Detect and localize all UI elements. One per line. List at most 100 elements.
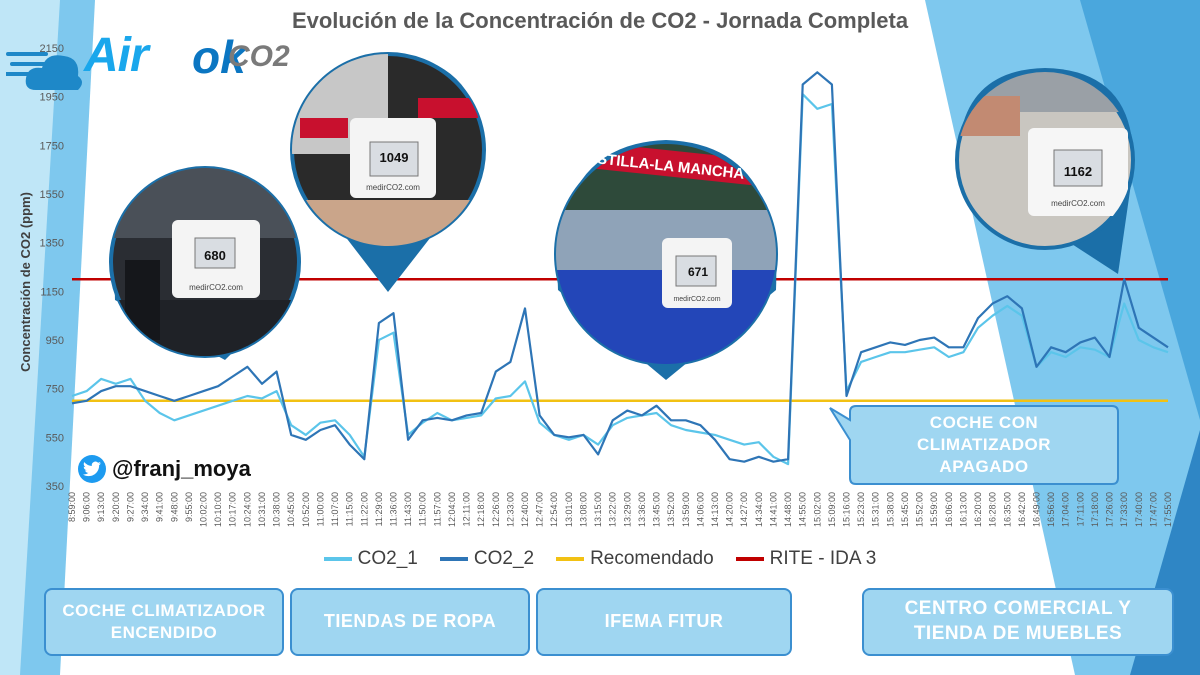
x-tick-label: 13:59:00 xyxy=(681,492,691,527)
annotation-label: COCHE CLIMATIZADOR ENCENDIDO xyxy=(62,600,266,642)
x-axis-ticks: 8:59:00 9:06:00 9:13:00 9:20:00 9:27:00 9:34:… xyxy=(67,492,1173,527)
x-tick-label: 11:29:00 xyxy=(374,492,384,526)
x-tick-label: 12:40:00 xyxy=(520,492,530,527)
x-tick-label: 10:52:00 xyxy=(301,492,311,527)
x-tick-label: 16:35:00 xyxy=(1002,492,1012,527)
x-tick-label: 17:11:00 xyxy=(1075,492,1085,526)
x-tick-label: 11:50:00 xyxy=(418,492,428,526)
x-tick-label: 15:31:00 xyxy=(871,492,881,527)
x-tick-label: 15:45:00 xyxy=(900,492,910,527)
x-tick-label: 16:13:00 xyxy=(958,492,968,527)
clothing-site-label: medirCO2.com xyxy=(366,183,420,192)
legend-label: CO2_1 xyxy=(357,548,418,569)
annotation-clothing-stores: TIENDAS DE ROPA xyxy=(290,588,530,656)
furniture-store-photo: 1162 medirCO2.com xyxy=(955,68,1135,274)
x-tick-label: 11:15:00 xyxy=(345,492,355,526)
x-tick-label: 9:55:00 xyxy=(184,492,194,522)
car-site-label: medirCO2.com xyxy=(189,283,243,292)
x-tick-label: 9:34:00 xyxy=(140,492,150,522)
x-tick-label: 17:55:00 xyxy=(1163,492,1173,527)
x-tick-label: 14:34:00 xyxy=(754,492,764,527)
x-tick-label: 10:31:00 xyxy=(257,492,267,527)
x-tick-label: 13:15:00 xyxy=(593,492,603,527)
x-tick-label: 15:09:00 xyxy=(827,492,837,527)
y-tick-label: 2150 xyxy=(40,43,64,55)
legend-label: RITE - IDA 3 xyxy=(769,548,877,569)
y-tick-label: 350 xyxy=(46,481,64,493)
x-tick-label: 12:26:00 xyxy=(491,492,501,527)
car-dashboard-photo: 680 medirCO2.com xyxy=(109,166,301,360)
x-tick-label: 12:54:00 xyxy=(549,492,559,527)
x-tick-label: 13:22:00 xyxy=(608,492,618,527)
x-tick-label: 10:10:00 xyxy=(213,492,223,527)
y-tick-label: 1550 xyxy=(40,189,64,201)
x-tick-label: 17:18:00 xyxy=(1090,492,1100,527)
annotation-label: CENTRO COMERCIAL Y TIENDA DE MUEBLES xyxy=(904,598,1132,644)
annotation-car-ac-off: COCHE CON CLIMATIZADOR APAGADO xyxy=(852,408,1116,482)
x-tick-label: 16:06:00 xyxy=(944,492,954,527)
x-tick-label: 14:27:00 xyxy=(739,492,749,527)
x-tick-label: 16:56:00 xyxy=(1046,492,1056,527)
x-tick-label: 15:38:00 xyxy=(885,492,895,527)
wind-cloud-icon xyxy=(6,52,82,90)
y-tick-label: 1750 xyxy=(40,140,64,152)
legend-item-co2-2: CO2_2 xyxy=(439,548,535,570)
furniture-reading: 1162 xyxy=(1064,164,1092,179)
y-tick-label: 950 xyxy=(46,335,64,347)
x-tick-label: 15:52:00 xyxy=(915,492,925,527)
x-tick-label: 13:45:00 xyxy=(652,492,662,527)
x-tick-label: 15:59:00 xyxy=(929,492,939,527)
x-tick-label: 10:38:00 xyxy=(272,492,282,527)
twitter-handle: @franj_moya xyxy=(112,456,251,481)
x-tick-label: 10:45:00 xyxy=(286,492,296,527)
x-tick-label: 9:06:00 xyxy=(82,492,92,522)
legend-swatch xyxy=(439,557,468,561)
clothing-reading: 1049 xyxy=(380,150,409,165)
furniture-site-label: medirCO2.com xyxy=(1051,199,1105,208)
x-tick-label: 11:07:00 xyxy=(330,492,340,526)
x-tick-label: 12:18:00 xyxy=(476,492,486,527)
twitter-handle-badge[interactable]: @franj_moya xyxy=(72,452,257,486)
x-tick-label: 11:00:00 xyxy=(315,492,325,526)
chart-title: Evolución de la Concentración de CO2 - J… xyxy=(291,8,909,33)
x-tick-label: 17:26:00 xyxy=(1105,492,1115,527)
x-tick-label: 14:06:00 xyxy=(695,492,705,527)
logo-air-text: Air xyxy=(84,29,149,82)
y-axis-label: Concentración de CO2 (ppm) xyxy=(18,192,33,372)
x-tick-label: 11:43:00 xyxy=(403,492,413,526)
y-tick-label: 1150 xyxy=(40,286,64,298)
x-tick-label: 12:11:00 xyxy=(462,492,472,526)
y-axis-ticks: 350 550 750 950 1150 1350 1550 1750 1950 2150 xyxy=(40,43,64,493)
car-reading: 680 xyxy=(204,248,226,263)
annotation-ifema: IFEMA FITUR xyxy=(536,588,792,656)
legend-item-rite: RITE - IDA 3 xyxy=(735,548,877,570)
series-line-co2-1 xyxy=(71,93,1169,466)
y-tick-label: 550 xyxy=(46,432,64,444)
x-tick-label: 15:02:00 xyxy=(812,492,822,527)
x-tick-label: 11:36:00 xyxy=(388,492,398,526)
y-tick-label: 1950 xyxy=(40,92,64,104)
airokco2-logo: Air ok CO2 xyxy=(6,28,306,108)
x-tick-label: 16:20:00 xyxy=(973,492,983,527)
x-tick-label: 16:42:00 xyxy=(1017,492,1027,527)
chart-legend: CO2_1 CO2_2 Recomendado RITE - IDA 3 xyxy=(0,548,1200,570)
x-tick-label: 12:33:00 xyxy=(505,492,515,527)
x-tick-label: 9:20:00 xyxy=(111,492,121,522)
x-tick-label: 11:57:00 xyxy=(432,492,442,526)
x-tick-label: 16:49:00 xyxy=(1031,492,1041,527)
legend-item-recomendado: Recomendado xyxy=(556,548,714,570)
x-tick-label: 10:24:00 xyxy=(242,492,252,527)
x-tick-label: 14:13:00 xyxy=(710,492,720,527)
x-tick-label: 14:48:00 xyxy=(783,492,793,527)
x-tick-label: 9:27:00 xyxy=(125,492,135,522)
x-tick-label: 13:08:00 xyxy=(578,492,588,527)
x-tick-label: 13:52:00 xyxy=(666,492,676,527)
x-tick-label: 9:48:00 xyxy=(169,492,179,522)
fair-site-label: medirCO2.com xyxy=(673,296,720,303)
annotation-car-ac-on: COCHE CLIMATIZADOR ENCENDIDO xyxy=(44,588,284,656)
x-tick-label: 12:47:00 xyxy=(535,492,545,527)
legend-label: CO2_2 xyxy=(473,548,535,569)
annotation-label: TIENDAS DE ROPA xyxy=(323,611,497,632)
twitter-bird-icon xyxy=(78,455,106,483)
